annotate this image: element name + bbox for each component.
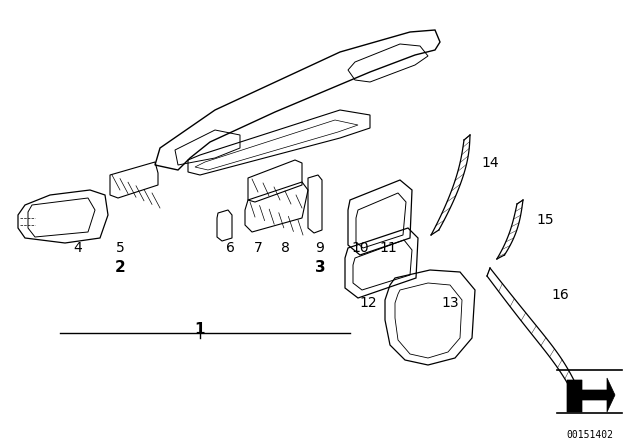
Text: 8: 8 bbox=[280, 241, 289, 255]
Text: 2: 2 bbox=[115, 260, 125, 276]
Text: 7: 7 bbox=[253, 241, 262, 255]
Text: 13: 13 bbox=[441, 296, 459, 310]
Text: 15: 15 bbox=[536, 213, 554, 227]
Text: 5: 5 bbox=[116, 241, 124, 255]
Text: 14: 14 bbox=[481, 156, 499, 170]
Text: 6: 6 bbox=[225, 241, 234, 255]
Text: 11: 11 bbox=[379, 241, 397, 255]
Text: 16: 16 bbox=[551, 288, 569, 302]
Text: 1: 1 bbox=[195, 323, 205, 337]
Polygon shape bbox=[567, 378, 615, 412]
Text: 9: 9 bbox=[316, 241, 324, 255]
Text: 12: 12 bbox=[359, 296, 377, 310]
Text: 10: 10 bbox=[351, 241, 369, 255]
Text: 4: 4 bbox=[74, 241, 83, 255]
Text: 3: 3 bbox=[315, 260, 325, 276]
Text: 00151402: 00151402 bbox=[566, 430, 613, 440]
